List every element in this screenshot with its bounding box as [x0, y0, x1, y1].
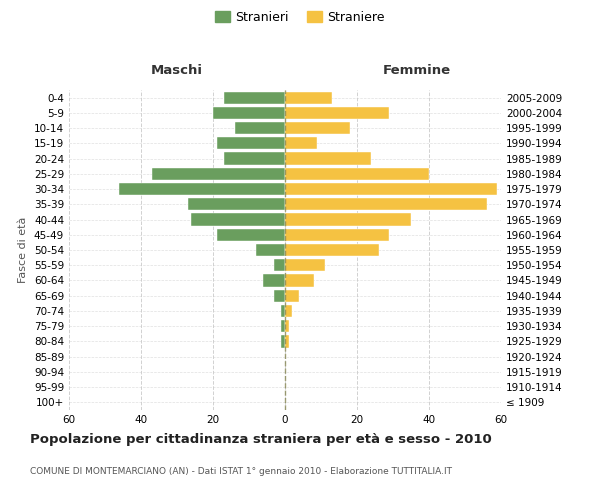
Bar	[285, 228, 389, 241]
Bar	[217, 137, 285, 149]
Bar	[191, 214, 285, 226]
Bar	[263, 274, 285, 286]
Bar	[285, 305, 292, 317]
Bar	[188, 198, 285, 210]
Bar	[285, 290, 299, 302]
Bar	[285, 244, 379, 256]
Text: COMUNE DI MONTEMARCIANO (AN) - Dati ISTAT 1° gennaio 2010 - Elaborazione TUTTITA: COMUNE DI MONTEMARCIANO (AN) - Dati ISTA…	[30, 468, 452, 476]
Bar	[285, 336, 289, 347]
Bar	[285, 214, 411, 226]
Bar	[213, 107, 285, 119]
Bar	[285, 259, 325, 272]
Bar	[152, 168, 285, 180]
Bar	[285, 137, 317, 149]
Bar	[256, 244, 285, 256]
Text: Maschi: Maschi	[151, 64, 203, 78]
Bar	[235, 122, 285, 134]
Bar	[217, 228, 285, 241]
Legend: Stranieri, Straniere: Stranieri, Straniere	[211, 7, 389, 28]
Y-axis label: Fasce di età: Fasce di età	[19, 217, 28, 283]
Bar	[224, 92, 285, 104]
Bar	[285, 152, 371, 164]
Bar	[285, 274, 314, 286]
Bar	[285, 320, 289, 332]
Bar	[285, 168, 429, 180]
Bar	[281, 336, 285, 347]
Text: Popolazione per cittadinanza straniera per età e sesso - 2010: Popolazione per cittadinanza straniera p…	[30, 432, 492, 446]
Text: Femmine: Femmine	[383, 64, 451, 78]
Bar	[281, 305, 285, 317]
Bar	[274, 259, 285, 272]
Bar	[119, 183, 285, 195]
Bar	[285, 198, 487, 210]
Bar	[285, 92, 332, 104]
Bar	[285, 107, 389, 119]
Bar	[285, 122, 350, 134]
Bar	[274, 290, 285, 302]
Bar	[285, 183, 497, 195]
Bar	[281, 320, 285, 332]
Bar	[224, 152, 285, 164]
